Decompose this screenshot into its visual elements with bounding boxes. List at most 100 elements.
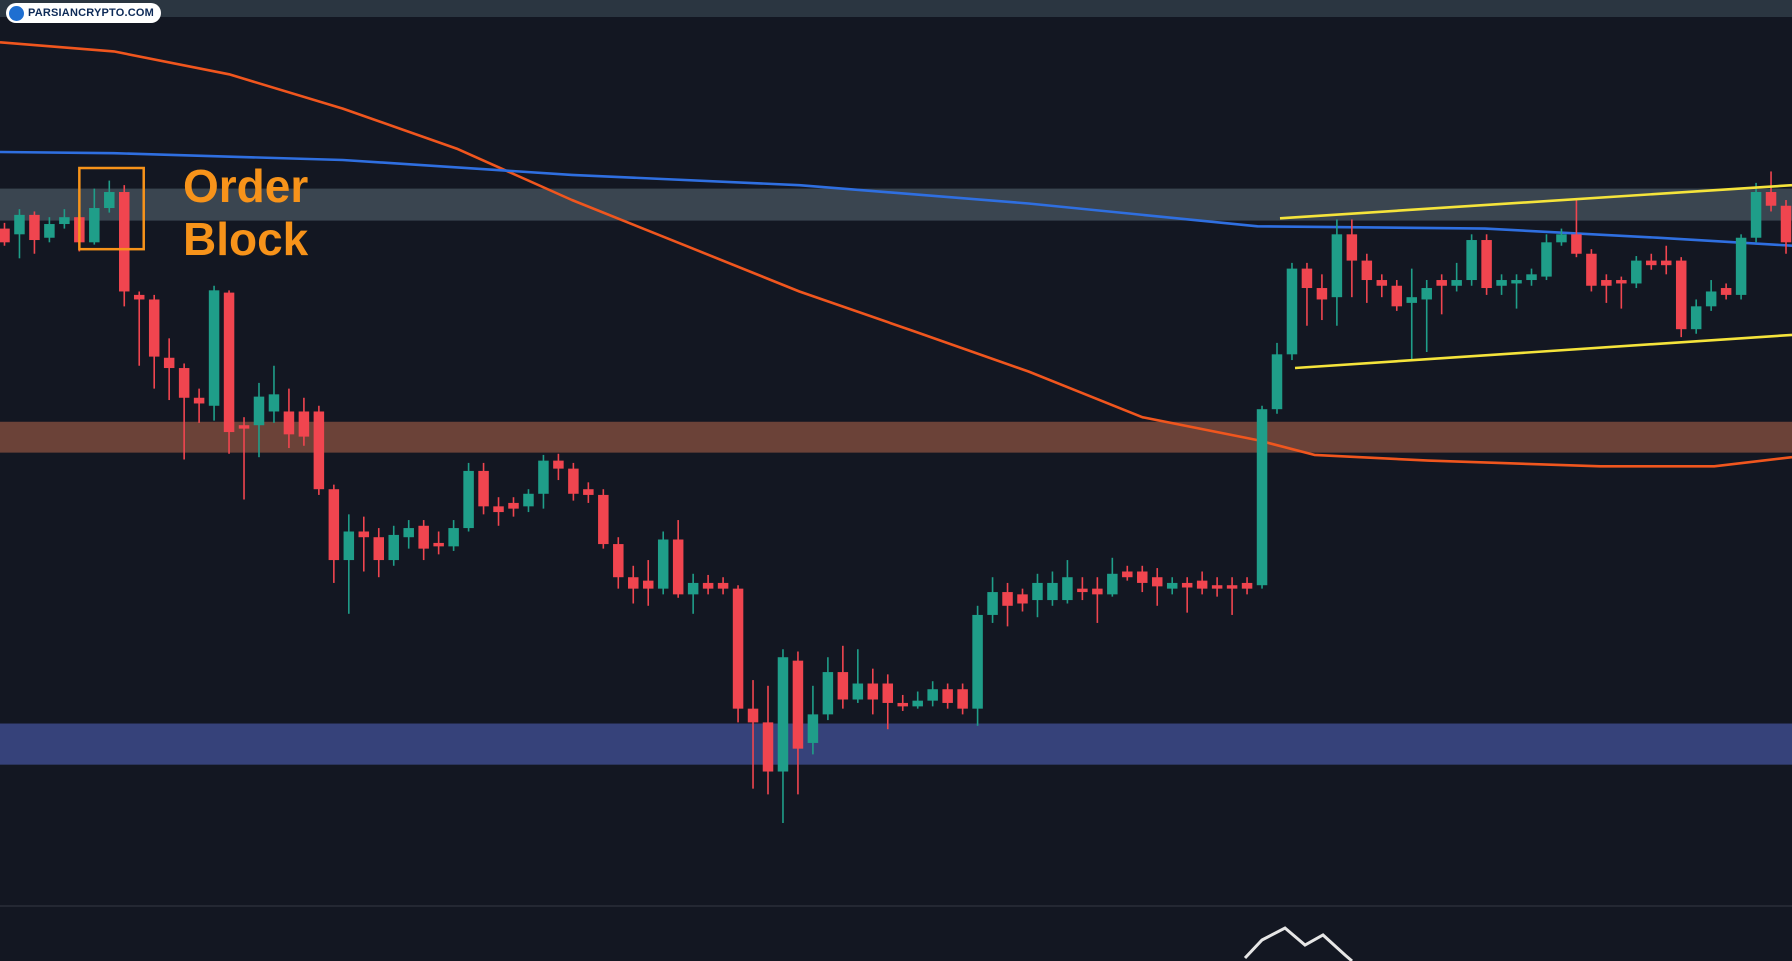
- candle-body: [747, 708, 759, 723]
- candle-body: [1211, 585, 1223, 589]
- candle-body: [1286, 268, 1298, 355]
- candle-body: [553, 460, 564, 469]
- candle-body: [328, 489, 340, 561]
- candle-body: [1436, 280, 1447, 286]
- candle-body: [1331, 234, 1343, 298]
- candle-body: [1376, 280, 1388, 286]
- candle-body: [463, 470, 474, 529]
- candle-body: [942, 689, 953, 703]
- candle-body: [822, 672, 834, 715]
- candle-body: [762, 722, 774, 772]
- candle-body: [1077, 588, 1088, 593]
- candle-body: [1601, 280, 1612, 286]
- candle-body: [119, 192, 130, 292]
- candle-body: [732, 588, 744, 709]
- candle-body: [1122, 571, 1133, 578]
- candle-body: [1301, 268, 1313, 289]
- candle-body: [1196, 580, 1208, 589]
- candle-body: [448, 528, 459, 547]
- candle-body: [1720, 288, 1732, 295]
- candle-body: [1166, 582, 1178, 589]
- candle-body: [89, 208, 100, 243]
- candle-body: [193, 397, 205, 404]
- candle-body: [1631, 260, 1642, 284]
- candle-body: [358, 531, 370, 538]
- candle-body: [163, 357, 175, 369]
- candle-body: [882, 683, 894, 703]
- candle-body: [14, 214, 25, 235]
- candle-body: [29, 214, 40, 241]
- candle-body: [1466, 240, 1477, 281]
- candle-body: [1780, 205, 1792, 243]
- candle-body: [1002, 592, 1013, 606]
- candle-body: [104, 192, 115, 209]
- candle-body: [1271, 354, 1283, 410]
- candle-body: [628, 577, 639, 589]
- candle-body: [1151, 577, 1163, 587]
- candle-body: [1541, 242, 1552, 277]
- candle-body: [613, 544, 624, 578]
- annotation: Order Block: [183, 160, 309, 265]
- candle-body: [687, 582, 699, 595]
- candle-body: [478, 470, 489, 507]
- candle-body: [702, 582, 714, 589]
- candle-body: [957, 689, 968, 709]
- candle-body: [1092, 588, 1103, 595]
- indicator-line: [1243, 926, 1353, 961]
- candle-body: [0, 228, 10, 243]
- candle-body: [1062, 577, 1073, 601]
- candle-body: [777, 657, 789, 772]
- zone: [0, 723, 1792, 765]
- candle-body: [1690, 306, 1702, 330]
- candle-body: [208, 290, 220, 406]
- candle-body: [1406, 297, 1417, 303]
- candle-body: [1226, 585, 1238, 589]
- candle-body: [133, 294, 145, 300]
- candle-body: [223, 292, 235, 433]
- overlay-line: [1279, 183, 1792, 220]
- candle-body: [1750, 192, 1762, 238]
- candle-body: [987, 592, 998, 615]
- candle-body: [1556, 234, 1567, 243]
- candle-body: [672, 539, 684, 595]
- zone: [0, 421, 1792, 453]
- candle-body: [493, 506, 504, 513]
- candle-body: [433, 542, 444, 547]
- candle-body: [238, 425, 250, 429]
- candle-body: [792, 660, 804, 749]
- candle-body: [972, 614, 983, 709]
- candle-body: [1032, 582, 1043, 601]
- candle-body: [1391, 285, 1403, 307]
- candle-body: [1451, 280, 1462, 286]
- candle-body: [837, 672, 849, 700]
- candle-body: [1181, 582, 1193, 588]
- candle-body: [373, 537, 385, 561]
- candle-body: [598, 494, 609, 545]
- candle-body: [1421, 288, 1432, 300]
- candle-body: [1481, 240, 1492, 289]
- candle-body: [583, 489, 594, 495]
- candle-body: [1660, 260, 1672, 266]
- candle-body: [268, 394, 280, 412]
- top-bar: [0, 0, 1792, 17]
- candle-body: [418, 525, 429, 549]
- candle-body: [1646, 260, 1657, 266]
- candle-body: [44, 224, 55, 238]
- candle-body: [1241, 582, 1253, 589]
- candle-body: [1107, 573, 1118, 595]
- candle-body: [403, 528, 414, 538]
- candle-body: [717, 582, 729, 589]
- candle-body: [927, 689, 938, 701]
- candle-body: [657, 539, 669, 589]
- candle-body: [1586, 253, 1597, 286]
- candle-body: [538, 460, 549, 494]
- candle-body: [1496, 280, 1507, 286]
- candle-body: [388, 534, 399, 561]
- overlay-line: [0, 150, 1792, 247]
- candle-body: [1705, 291, 1717, 307]
- candle-body: [1735, 237, 1747, 295]
- watermark: PARSIANCRYPTO.COM: [6, 3, 162, 23]
- candle-body: [283, 411, 295, 435]
